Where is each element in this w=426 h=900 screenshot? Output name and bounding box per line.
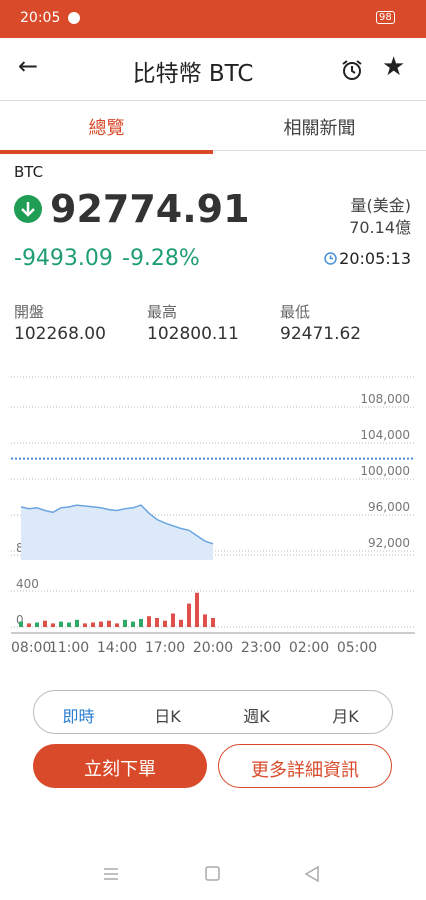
volume-bar xyxy=(91,622,95,627)
volume-bar xyxy=(187,603,191,627)
y-tick-label: 92,000 xyxy=(368,536,410,550)
y-tick-label: 400 xyxy=(16,577,39,591)
header-title: 比特幣 BTC xyxy=(132,61,254,87)
nav-bar xyxy=(104,865,319,883)
y-tick-label: 104,000 xyxy=(360,428,410,442)
button-label: 更多詳細資訊 xyxy=(251,760,359,781)
tab[interactable]: 總覽 xyxy=(0,102,213,154)
x-tick-label: 17:00 xyxy=(145,640,185,656)
volume: 70.14億 xyxy=(349,218,411,237)
stat-label: 最高 xyxy=(147,303,178,321)
y-tick-label: 108,000 xyxy=(360,392,410,406)
symbol: BTC xyxy=(14,163,44,181)
volume-bar xyxy=(67,622,71,627)
volume-bar xyxy=(43,620,47,627)
change-percent: -9.28% xyxy=(122,246,200,271)
period-option[interactable]: 月K xyxy=(332,707,359,726)
volume-bar xyxy=(139,618,143,627)
y-tick-label: 96,000 xyxy=(368,500,410,514)
x-tick-label: 23:00 xyxy=(241,640,281,656)
volume-bar xyxy=(27,623,31,627)
price-area xyxy=(21,505,213,560)
x-tick-label: 11:00 xyxy=(49,640,89,656)
x-tick-label: 02:00 xyxy=(289,640,329,656)
volume-bar xyxy=(115,623,119,627)
change: -9493.09 xyxy=(14,246,113,271)
price-line xyxy=(20,504,214,545)
header: ← 比特幣 BTC ★ xyxy=(0,38,426,101)
x-tick-label: 08:00 xyxy=(11,640,51,656)
status-time: 20:05 xyxy=(20,10,61,26)
volume-bar xyxy=(99,621,103,627)
tab-label: 相關新聞 xyxy=(283,118,356,139)
volume-bar xyxy=(75,619,79,627)
period-option[interactable]: 即時 xyxy=(62,707,95,726)
period-option[interactable]: 週K xyxy=(243,707,270,726)
back-button[interactable]: ← xyxy=(18,52,39,80)
volume-bar xyxy=(107,620,111,627)
volume-bar xyxy=(131,621,135,627)
down-icon xyxy=(14,195,42,223)
status-bar: 20:05 98 xyxy=(0,0,426,38)
stat-value: 102268.00 xyxy=(14,324,106,344)
app-icon xyxy=(68,12,80,24)
volume-bar xyxy=(195,592,199,627)
volume-bar xyxy=(147,616,151,627)
period-option[interactable]: 日K xyxy=(154,707,181,726)
clock-icon xyxy=(324,252,337,265)
volume-bar xyxy=(51,623,55,627)
x-tick-label: 14:00 xyxy=(97,640,137,656)
volume-bar xyxy=(179,619,183,627)
volume-bar xyxy=(163,620,167,627)
tab[interactable]: 相關新聞 xyxy=(213,102,426,151)
volume-label: 量(美金) xyxy=(350,196,412,215)
chart: 92,00096,000100,000104,000108,0000400800… xyxy=(11,376,415,656)
x-tick-label: 05:00 xyxy=(337,640,377,656)
price: 92774.91 xyxy=(50,187,250,231)
volume-bar xyxy=(171,613,175,627)
volume-bar xyxy=(19,621,23,627)
battery: 98 xyxy=(376,11,395,24)
volume-bar xyxy=(155,618,159,627)
x-tick-label: 20:00 xyxy=(193,640,233,656)
volume-bar xyxy=(59,621,63,627)
tab-label: 總覽 xyxy=(88,118,125,139)
y-tick-label: 100,000 xyxy=(360,464,410,478)
y-tick-label: 0 xyxy=(16,613,24,627)
button-label: 立刻下單 xyxy=(84,759,156,780)
stat-label: 開盤 xyxy=(14,303,45,321)
order-button[interactable]: 立刻下單 xyxy=(33,744,207,788)
volume-bar xyxy=(83,623,87,627)
stat-label: 最低 xyxy=(280,303,311,321)
volume-bar xyxy=(123,619,127,627)
stat-value: 92471.62 xyxy=(280,324,362,344)
alarm-button[interactable] xyxy=(340,58,364,82)
stat-value: 102800.11 xyxy=(147,324,239,344)
period-selector: 即時 日K 週K 月K xyxy=(33,690,393,734)
volume-bar xyxy=(203,614,207,627)
volume-bar xyxy=(35,622,39,627)
volume-bar xyxy=(211,618,215,627)
details-button[interactable]: 更多詳細資訊 xyxy=(218,744,392,788)
quote-time: 20:05:13 xyxy=(339,249,411,268)
favorite-button[interactable]: ★ xyxy=(382,52,406,82)
